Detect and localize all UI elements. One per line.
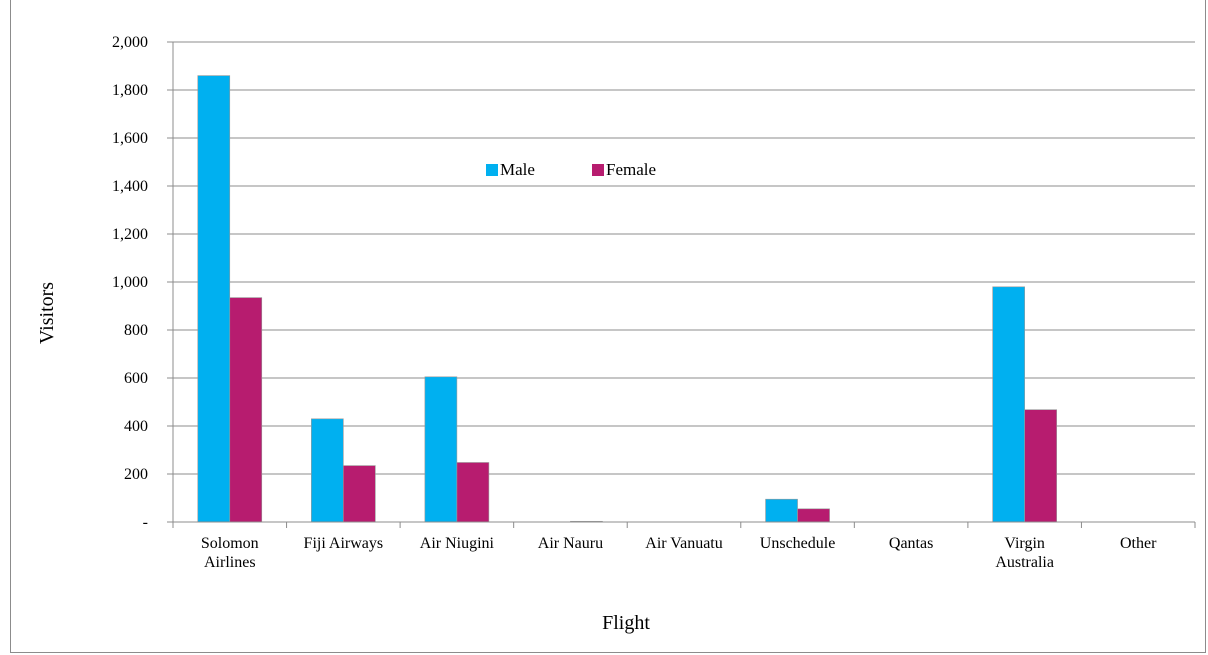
x-tick-label: Solomon Airlines	[201, 535, 259, 571]
legend: Male Female	[486, 160, 656, 179]
bar-female	[456, 462, 490, 523]
y-axis-title: Visitors	[36, 282, 58, 344]
legend-swatch-female	[592, 164, 604, 176]
bar-male	[311, 418, 344, 523]
y-tick-label: 1,200	[112, 226, 148, 243]
x-tick-label: Air Niugini	[420, 535, 495, 552]
y-tick-labels: - 200 400 600 800 1,000 1,200 1,400 1,600 1,800 2,…	[112, 34, 148, 531]
y-tick-label: -	[143, 514, 148, 531]
axes	[167, 41, 1196, 528]
legend-label: Female	[606, 160, 656, 179]
bar-male	[424, 376, 458, 523]
legend-label: Male	[500, 160, 535, 179]
bar-female	[343, 465, 376, 523]
bar-female	[229, 297, 263, 523]
bar-male	[992, 286, 1025, 523]
bar-female	[797, 508, 830, 523]
bars	[197, 75, 1057, 523]
y-tick-label: 1,000	[112, 274, 148, 291]
x-tick-label: Other	[1120, 535, 1157, 552]
bar-male	[197, 75, 231, 523]
y-tick-label: 1,800	[112, 82, 148, 99]
y-tick-label: 200	[124, 466, 148, 483]
y-tick-label: 1,400	[112, 178, 148, 195]
y-tick-label: 2,000	[112, 34, 148, 51]
x-tick-label: Air Vanuatu	[645, 535, 722, 552]
y-tick-label: 400	[124, 418, 148, 435]
bar-female	[1024, 409, 1057, 523]
y-tick-label: 600	[124, 370, 148, 387]
x-tick-label: Virgin Australia	[995, 535, 1054, 571]
chart-frame	[10, 0, 1206, 653]
x-tick-label: Air Nauru	[538, 535, 603, 552]
x-tick-labels: Solomon Airlines Fiji Airways Air Niugini Ai…	[201, 535, 1157, 571]
x-tick-label: Qantas	[889, 535, 933, 552]
x-tick-label: Fiji Airways	[304, 535, 384, 552]
gridlines	[173, 41, 1195, 475]
bar-male	[765, 498, 798, 523]
x-axis-title: Flight	[602, 612, 650, 634]
y-tick-label: 1,600	[112, 130, 148, 147]
legend-swatch-male	[486, 164, 498, 176]
y-tick-label: 800	[124, 322, 148, 339]
x-tick-label: Unschedule	[760, 535, 836, 552]
